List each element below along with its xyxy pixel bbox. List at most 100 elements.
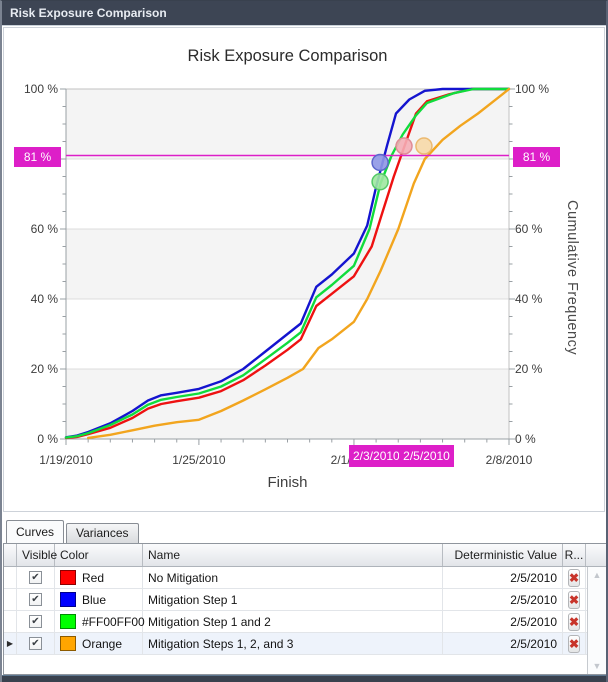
header-visible[interactable]: Visible [17,544,57,566]
table-header: Visible Color Name Deterministic Value R… [4,544,606,567]
color-cell[interactable]: Blue [55,589,143,610]
scroll-up-icon[interactable]: ▲ [592,570,602,580]
header-color[interactable]: Color [55,544,143,566]
color-swatch [60,570,76,585]
check-icon: ✔ [31,637,40,649]
color-name: Blue [82,592,107,607]
curve-marker[interactable] [371,153,389,172]
window-title: Risk Exposure Comparison [10,6,167,20]
curves-table: Visible Color Name Deterministic Value R… [3,543,606,675]
visible-cell: ✔ [17,589,55,610]
color-name: #FF00FF00 [82,614,145,629]
row-selector-cell[interactable]: ▶ [4,589,17,610]
x-tick-label: 2/8/2010 [485,453,533,467]
table-row[interactable]: ▶ ✔ Orange Mitigation Steps 1, 2, and 3 … [4,633,606,655]
chart-svg[interactable] [4,28,605,513]
y-tick-label-left: 20 % [30,362,58,376]
color-cell[interactable]: Orange [55,633,143,654]
delete-button[interactable]: ✖ [567,568,581,587]
row-selector-cell[interactable]: ▶ [4,567,17,588]
header-remove[interactable]: R... [563,544,586,566]
check-icon: ✔ [31,615,40,627]
curve-name[interactable]: No Mitigation [143,567,443,588]
tab-variances[interactable]: Variances [66,523,139,543]
y-tick-label-left: 60 % [30,222,58,236]
header-deterministic-value[interactable]: Deterministic Value [443,544,563,566]
check-icon: ✔ [31,593,40,605]
delete-cell: ✖ [563,633,586,654]
table-body: ▶ ✔ Red No Mitigation 2/5/2010 ✖ ▶ ✔ Blu… [4,567,606,655]
table-row[interactable]: ▶ ✔ #FF00FF00 Mitigation Step 1 and 2 2/… [4,611,606,633]
delete-button[interactable]: ✖ [567,612,581,631]
chart-panel: Risk Exposure Comparison 81 % 81 % Cumul… [3,27,605,512]
delete-button[interactable]: ✖ [567,590,581,609]
color-swatch [60,592,76,607]
crosshair-date-badge[interactable]: 2/3/2010 [349,445,399,467]
plot-band [66,369,509,439]
y-tick-label-right: 20 % [515,362,543,376]
check-icon: ✔ [31,571,40,583]
y-tick-label-left: 0 % [37,432,58,446]
y-axis-title: Cumulative Frequency [564,200,580,356]
y-tick-label-right: 0 % [515,432,536,446]
y-tick-label-right: 100 % [515,82,550,96]
threshold-badge-left[interactable]: 81 % [14,147,61,167]
curve-name[interactable]: Mitigation Step 1 and 2 [143,611,443,632]
color-name: Red [82,570,105,585]
scroll-down-icon[interactable]: ▼ [592,661,602,671]
delete-cell: ✖ [563,567,586,588]
visible-cell: ✔ [17,611,55,632]
visible-cell: ✔ [17,567,55,588]
deterministic-value[interactable]: 2/5/2010 [443,611,563,632]
threshold-badge-right[interactable]: 81 % [513,147,560,167]
delete-x-icon: ✖ [568,592,580,607]
plot-band [66,89,509,159]
tab-curves[interactable]: Curves [6,520,65,543]
table-scrollbar[interactable]: ▲ ▼ [587,567,606,674]
delete-x-icon: ✖ [568,614,580,629]
color-cell[interactable]: Red [55,567,143,588]
header-row-selector [4,544,17,566]
color-swatch [60,614,76,629]
visible-checkbox[interactable]: ✔ [29,637,42,650]
window-bottom-edge [2,675,606,682]
header-name[interactable]: Name [143,544,443,566]
curve-mitigation-step-1 [64,87,511,439]
deterministic-value[interactable]: 2/5/2010 [443,589,563,610]
window-titlebar[interactable]: Risk Exposure Comparison [2,1,606,26]
color-name: Orange [82,636,123,651]
table-row[interactable]: ▶ ✔ Blue Mitigation Step 1 2/5/2010 ✖ [4,589,606,611]
row-selector-cell[interactable]: ▶ [4,633,17,654]
color-swatch [60,636,76,651]
chart-title: Risk Exposure Comparison [187,47,388,65]
header-filler [586,544,606,566]
deterministic-value[interactable]: 2/5/2010 [443,633,563,654]
table-row[interactable]: ▶ ✔ Red No Mitigation 2/5/2010 ✖ [4,567,606,589]
visible-checkbox[interactable]: ✔ [29,615,42,628]
row-selector-arrow: ▶ [6,639,14,648]
curve-mitigation-step-1-and-2 [64,87,511,439]
visible-checkbox[interactable]: ✔ [29,593,42,606]
deterministic-date-badge[interactable]: 2/5/2010 [399,445,454,467]
y-tick-label-right: 60 % [515,222,543,236]
x-tick-label: 1/25/2010 [172,453,226,467]
curve-name[interactable]: Mitigation Steps 1, 2, and 3 [143,633,443,654]
curve-marker[interactable] [395,137,413,155]
delete-button[interactable]: ✖ [567,634,581,653]
y-tick-label-right: 40 % [515,292,543,306]
x-tick-label: 1/19/2010 [39,453,93,467]
curve-marker[interactable] [415,137,433,155]
y-tick-label-left: 40 % [30,292,58,306]
row-selector-cell[interactable]: ▶ [4,611,17,632]
curve-name[interactable]: Mitigation Step 1 [143,589,443,610]
tab-strip: Curves Variances [6,520,141,543]
plot-band [66,229,509,299]
deterministic-value[interactable]: 2/5/2010 [443,567,563,588]
visible-cell: ✔ [17,633,55,654]
delete-cell: ✖ [563,611,586,632]
curve-marker[interactable] [371,173,389,191]
visible-checkbox[interactable]: ✔ [29,571,42,584]
color-cell[interactable]: #FF00FF00 [55,611,145,632]
x-axis-title: Finish [267,474,308,491]
